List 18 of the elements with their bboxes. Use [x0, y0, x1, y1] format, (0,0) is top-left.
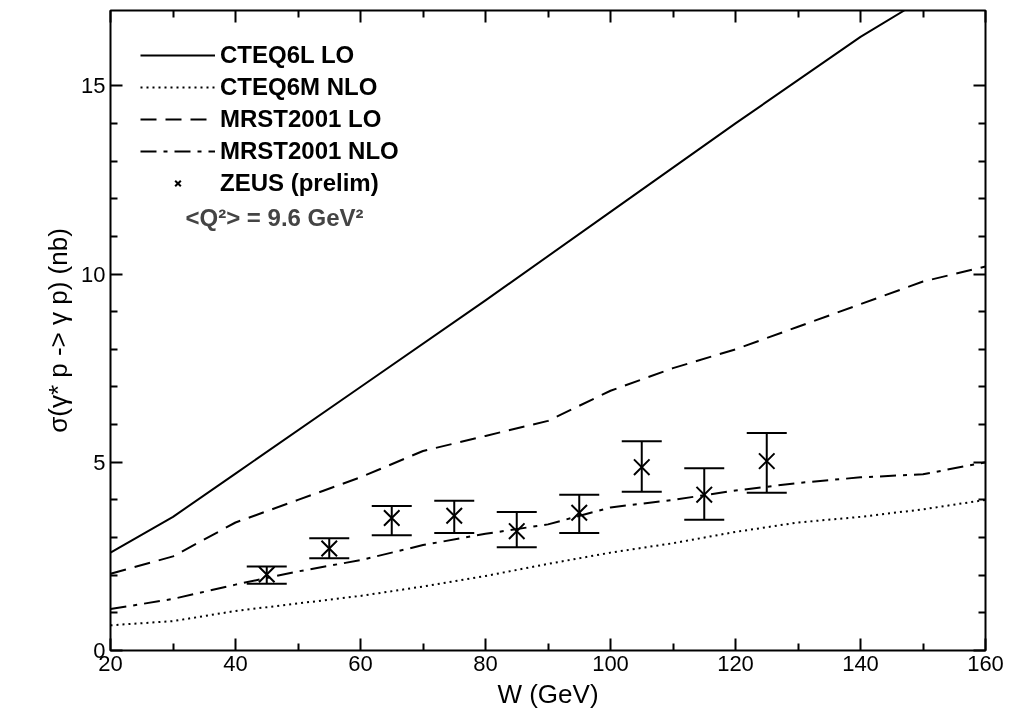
legend-label: MRST2001 NLO — [220, 136, 399, 166]
x-tick-label: 80 — [473, 650, 498, 676]
y-tick-label: 5 — [93, 449, 106, 475]
x-tick-label: 40 — [223, 650, 248, 676]
x-tick-label: 100 — [592, 650, 629, 676]
legend-label: MRST2001 LO — [220, 104, 382, 134]
y-tick-label: 15 — [81, 73, 106, 99]
y-axis-title: σ(γ* p -> γ p) (nb) — [43, 228, 74, 433]
legend-label: CTEQ6L LO — [220, 40, 355, 70]
x-tick-label: 160 — [967, 650, 1004, 676]
legend-label: ZEUS (prelim) — [220, 168, 379, 198]
x-axis-title: W (GeV) — [497, 678, 599, 709]
x-tick-label: 140 — [842, 650, 879, 676]
x-tick-label: 60 — [348, 650, 373, 676]
x-tick-label: 120 — [717, 650, 754, 676]
legend-label: CTEQ6M NLO — [220, 72, 378, 102]
annotation: <Q²> = 9.6 GeV² — [185, 203, 364, 231]
y-tick-label: 10 — [81, 261, 106, 287]
